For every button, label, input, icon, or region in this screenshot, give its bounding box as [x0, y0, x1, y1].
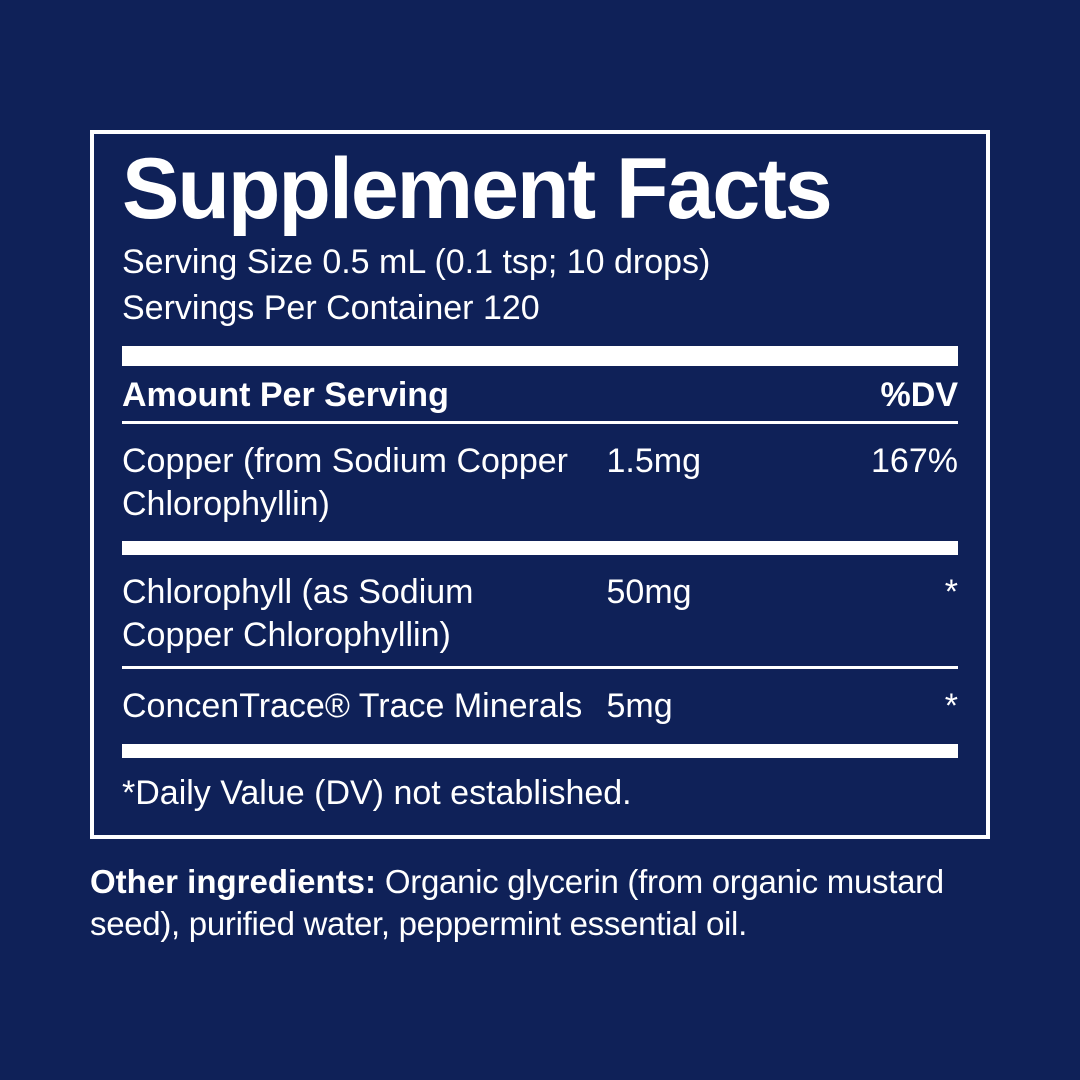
dv-footnote: *Daily Value (DV) not established. [122, 770, 958, 813]
other-ingredients: Other ingredients: Organic glycerin (fro… [90, 861, 990, 947]
mid-divider [122, 744, 958, 758]
thin-divider [122, 421, 958, 424]
table-row: Chlorophyll (as Sodium Copper Chlorophyl… [122, 567, 958, 660]
nutrient-name: Copper (from Sodium Copper Chlorophyllin… [122, 440, 599, 525]
nutrient-dv: * [782, 685, 958, 728]
other-ingredients-label: Other ingredients: [90, 863, 376, 900]
thick-divider [122, 346, 958, 366]
nutrient-name: Chlorophyll (as Sodium Copper Chlorophyl… [122, 571, 599, 656]
nutrient-amount: 5mg [599, 685, 783, 728]
header-left: Amount Per Serving [122, 376, 881, 415]
nutrient-amount: 1.5mg [599, 440, 783, 525]
header-right: %DV [881, 376, 958, 415]
supplement-facts-panel: Supplement Facts Serving Size 0.5 mL (0.… [90, 130, 990, 839]
nutrient-dv: * [782, 571, 958, 656]
nutrient-name: ConcenTrace® Trace Minerals [122, 685, 599, 728]
nutrient-amount: 50mg [599, 571, 783, 656]
panel-title: Supplement Facts [122, 144, 958, 234]
nutrient-dv: 167% [782, 440, 958, 525]
table-row: Copper (from Sodium Copper Chlorophyllin… [122, 436, 958, 529]
table-row: ConcenTrace® Trace Minerals 5mg * [122, 681, 958, 732]
servings-per-container: Servings Per Container 120 [122, 286, 958, 332]
header-row: Amount Per Serving %DV [122, 376, 958, 415]
serving-size: Serving Size 0.5 mL (0.1 tsp; 10 drops) [122, 240, 958, 286]
mid-divider [122, 541, 958, 555]
thin-divider [122, 666, 958, 669]
